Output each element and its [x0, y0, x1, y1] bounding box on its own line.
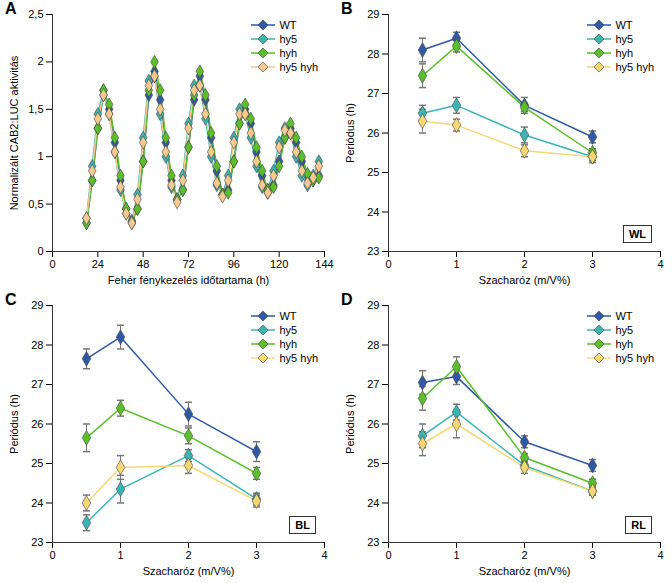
- svg-text:0: 0: [49, 549, 55, 561]
- svg-text:2: 2: [521, 258, 527, 270]
- html-text:WT: WT: [279, 19, 297, 31]
- html-text:hy5: hy5: [279, 33, 298, 45]
- svg-text:28: 28: [367, 48, 379, 60]
- html-text:hyh: hyh: [615, 47, 634, 59]
- svg-text:3: 3: [589, 549, 595, 561]
- svg-text:2: 2: [521, 549, 527, 561]
- html-text:D: D: [341, 291, 353, 308]
- svg-text:27: 27: [367, 378, 379, 390]
- svg-text:23: 23: [31, 536, 43, 548]
- html-text:hyh: hyh: [279, 47, 298, 59]
- svg-text:1,5: 1,5: [28, 103, 43, 115]
- svg-text:3: 3: [253, 549, 259, 561]
- svg-text:0: 0: [385, 549, 391, 561]
- svg-text:0: 0: [385, 258, 391, 270]
- html-text:hy5: hy5: [279, 324, 298, 336]
- html-text:C: C: [5, 291, 17, 308]
- html-text:hy5: hy5: [615, 324, 634, 336]
- svg-text:3: 3: [589, 258, 595, 270]
- svg-text:Szacharóz (m/V%): Szacharóz (m/V%): [143, 565, 235, 577]
- svg-text:120: 120: [270, 258, 288, 270]
- svg-text:Szacharóz (m/V%): Szacharóz (m/V%): [479, 274, 571, 286]
- html-text:WT: WT: [279, 310, 297, 322]
- svg-text:4: 4: [657, 549, 663, 561]
- html-text:hy5 hyh: hy5 hyh: [615, 352, 654, 364]
- svg-text:96: 96: [228, 258, 240, 270]
- html-text:WT: WT: [615, 310, 633, 322]
- svg-text:Periódus (h): Periódus (h): [8, 394, 20, 454]
- svg-text:27: 27: [367, 87, 379, 99]
- svg-text:24: 24: [92, 258, 104, 270]
- svg-text:1: 1: [117, 549, 123, 561]
- svg-text:26: 26: [367, 418, 379, 430]
- html-text:hy5 hyh: hy5 hyh: [279, 352, 318, 364]
- svg-text:4: 4: [657, 258, 663, 270]
- svg-text:2: 2: [37, 55, 43, 67]
- svg-text:26: 26: [31, 418, 43, 430]
- svg-text:28: 28: [367, 339, 379, 351]
- svg-text:24: 24: [31, 497, 43, 509]
- svg-text:2,5: 2,5: [28, 8, 43, 20]
- svg-text:72: 72: [182, 258, 194, 270]
- html-text:hy5 hyh: hy5 hyh: [615, 61, 654, 73]
- html-text:A: A: [5, 0, 17, 17]
- svg-text:0: 0: [37, 245, 43, 257]
- html-text:WL: WL: [628, 228, 646, 240]
- svg-text:Fehér fénykezelés időtartama (: Fehér fénykezelés időtartama (h): [108, 274, 269, 286]
- svg-text:2: 2: [185, 549, 191, 561]
- svg-text:23: 23: [367, 536, 379, 548]
- svg-text:Periódus (h): Periódus (h): [344, 103, 356, 163]
- html-text:WT: WT: [615, 19, 633, 31]
- svg-text:Szacharóz (m/V%): Szacharóz (m/V%): [479, 565, 571, 577]
- svg-text:1: 1: [453, 258, 459, 270]
- html-text:hyh: hyh: [615, 338, 634, 350]
- svg-text:29: 29: [367, 8, 379, 20]
- html-text:hyh: hyh: [279, 338, 298, 350]
- svg-text:1: 1: [37, 150, 43, 162]
- svg-text:25: 25: [31, 457, 43, 469]
- html-text:RL: RL: [631, 519, 646, 531]
- svg-text:25: 25: [367, 166, 379, 178]
- html-text:B: B: [341, 0, 353, 17]
- svg-text:Normalizált CAB2:LUC aktivitás: Normalizált CAB2:LUC aktivitás: [8, 55, 20, 210]
- html-text:hy5: hy5: [615, 33, 634, 45]
- html-text:hy5 hyh: hy5 hyh: [279, 61, 318, 73]
- svg-text:26: 26: [367, 127, 379, 139]
- svg-text:48: 48: [137, 258, 149, 270]
- svg-text:Periódus (h): Periódus (h): [344, 394, 356, 454]
- html-text:BL: BL: [295, 519, 310, 531]
- svg-text:27: 27: [31, 378, 43, 390]
- svg-text:28: 28: [31, 339, 43, 351]
- svg-text:4: 4: [321, 549, 327, 561]
- svg-text:29: 29: [31, 299, 43, 311]
- svg-text:23: 23: [367, 245, 379, 257]
- svg-text:1: 1: [453, 549, 459, 561]
- svg-text:25: 25: [367, 457, 379, 469]
- svg-text:29: 29: [367, 299, 379, 311]
- svg-text:144: 144: [315, 258, 333, 270]
- svg-text:24: 24: [367, 206, 379, 218]
- svg-text:0: 0: [49, 258, 55, 270]
- svg-text:0,5: 0,5: [28, 198, 43, 210]
- svg-text:24: 24: [367, 497, 379, 509]
